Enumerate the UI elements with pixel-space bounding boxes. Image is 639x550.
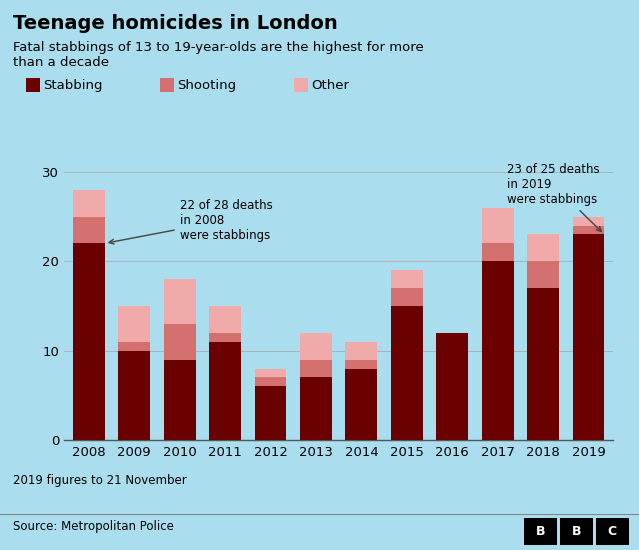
Text: Source: Metropolitan Police: Source: Metropolitan Police	[13, 520, 174, 533]
Bar	[255, 386, 286, 440]
Bar	[391, 288, 422, 306]
Bar	[573, 234, 604, 440]
Bar	[346, 342, 377, 360]
Bar	[482, 261, 514, 440]
Bar	[73, 190, 105, 217]
Bar	[164, 279, 196, 324]
Bar	[573, 217, 604, 226]
Bar	[482, 207, 514, 243]
Bar	[391, 306, 422, 440]
Text: Other: Other	[311, 79, 349, 92]
Bar	[300, 377, 332, 440]
Text: 23 of 25 deaths
in 2019
were stabbings: 23 of 25 deaths in 2019 were stabbings	[507, 163, 601, 232]
Text: 2019 figures to 21 November: 2019 figures to 21 November	[13, 474, 187, 487]
Bar	[255, 368, 286, 377]
Bar	[527, 288, 559, 440]
Bar	[300, 360, 332, 377]
Text: Fatal stabbings of 13 to 19-year-olds are the highest for more
than a decade: Fatal stabbings of 13 to 19-year-olds ar…	[13, 41, 424, 69]
Bar	[73, 243, 105, 440]
Text: B: B	[536, 525, 545, 538]
Bar	[346, 360, 377, 368]
Bar	[73, 217, 105, 243]
Bar	[255, 377, 286, 386]
Bar	[300, 333, 332, 360]
Bar	[118, 351, 150, 440]
Text: 22 of 28 deaths
in 2008
were stabbings: 22 of 28 deaths in 2008 were stabbings	[109, 199, 272, 244]
Bar	[391, 270, 422, 288]
Text: Teenage homicides in London: Teenage homicides in London	[13, 14, 337, 33]
Text: Shooting: Shooting	[177, 79, 236, 92]
Bar	[118, 342, 150, 351]
Text: B: B	[572, 525, 581, 538]
Bar	[436, 333, 468, 440]
Bar	[209, 342, 241, 440]
Bar	[527, 234, 559, 261]
Bar	[527, 261, 559, 288]
Bar	[573, 226, 604, 234]
Bar	[209, 306, 241, 333]
Bar	[118, 306, 150, 342]
Text: C: C	[608, 525, 617, 538]
Bar	[164, 360, 196, 440]
Bar	[346, 368, 377, 440]
Bar	[209, 333, 241, 342]
Bar	[482, 243, 514, 261]
Bar	[164, 324, 196, 360]
Text: Stabbing: Stabbing	[43, 79, 102, 92]
